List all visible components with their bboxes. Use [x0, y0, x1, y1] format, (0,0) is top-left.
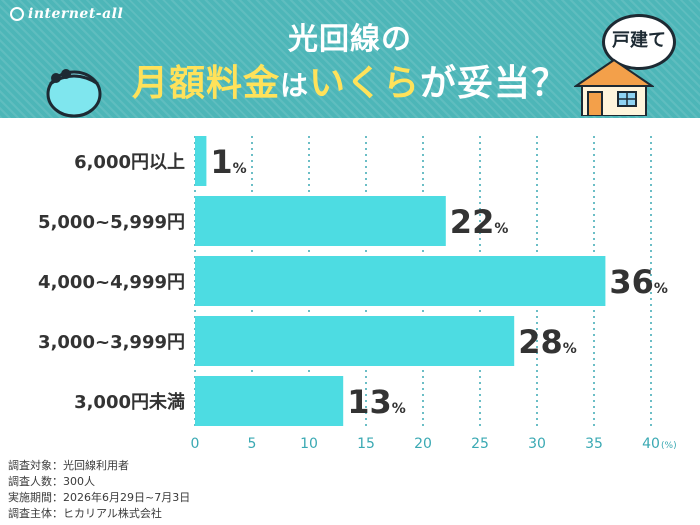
x-tick-label: 15	[357, 436, 375, 452]
data-label: 28%	[518, 323, 577, 361]
bar-chart: 0 5 10 15 20 25 30 35 40 (%) 6,000円以上 1% 5,000~5,999…	[38, 136, 677, 452]
x-tick-label: 25	[471, 436, 489, 452]
x-tick-label: 0	[191, 436, 200, 452]
bar	[195, 196, 446, 246]
survey-footnotes: 調査対象：光回線利用者 調査人数：300人 実施期間：2026年6月29日~7月…	[8, 458, 190, 522]
bar	[195, 316, 515, 366]
x-tick-label: 20	[414, 436, 432, 452]
x-unit-label: (%)	[661, 441, 677, 451]
title-part2: は	[279, 69, 309, 102]
brand-name: internet-all	[28, 6, 124, 22]
title-part3: いくら	[309, 63, 421, 104]
category-label: 4,000~4,999円	[38, 272, 185, 293]
footnote-organizer: 調査主体：ヒカリアル株式会社	[8, 507, 162, 520]
category-label: 3,000円未満	[74, 391, 185, 413]
x-tick-label: 10	[300, 436, 318, 452]
title-part4: が妥当？	[420, 63, 569, 104]
title-line2: 月額料金はいくらが妥当？	[0, 54, 700, 106]
header-band: internet-all 光回線の 月額料金はいくらが妥当？ 戸建て	[0, 0, 700, 118]
footnote-period: 実施期間：2026年6月29日~7月3日	[8, 491, 191, 504]
title-part1: 月額料金	[131, 63, 280, 104]
wallet-icon	[46, 69, 102, 118]
bar	[195, 256, 606, 306]
x-tick-label: 30	[528, 436, 546, 452]
chart-area: 0 5 10 15 20 25 30 35 40 (%) 6,000円以上 1% 5,000~5,999…	[0, 118, 700, 525]
bar	[195, 136, 207, 186]
data-label: 22%	[450, 203, 509, 241]
title-line1: 光回線の	[288, 22, 412, 57]
footnote-count: 調査人数：300人	[8, 475, 95, 488]
x-tick-label: 40	[642, 436, 660, 452]
brand-logo: internet-all	[10, 6, 123, 22]
data-label: 1%	[210, 143, 246, 181]
data-label: 36%	[609, 263, 668, 301]
footnote-target: 調査対象：光回線利用者	[8, 459, 129, 472]
globe-icon	[10, 7, 24, 21]
bubble-text: 戸建て	[612, 30, 666, 51]
bar	[195, 376, 344, 426]
data-label: 13%	[347, 383, 406, 421]
house-icon	[574, 58, 654, 116]
category-label: 5,000~5,999円	[38, 212, 185, 233]
x-tick-label: 35	[585, 436, 603, 452]
category-label: 6,000円以上	[74, 152, 185, 173]
x-tick-label: 5	[248, 436, 257, 452]
category-label: 3,000~3,999円	[38, 332, 185, 353]
